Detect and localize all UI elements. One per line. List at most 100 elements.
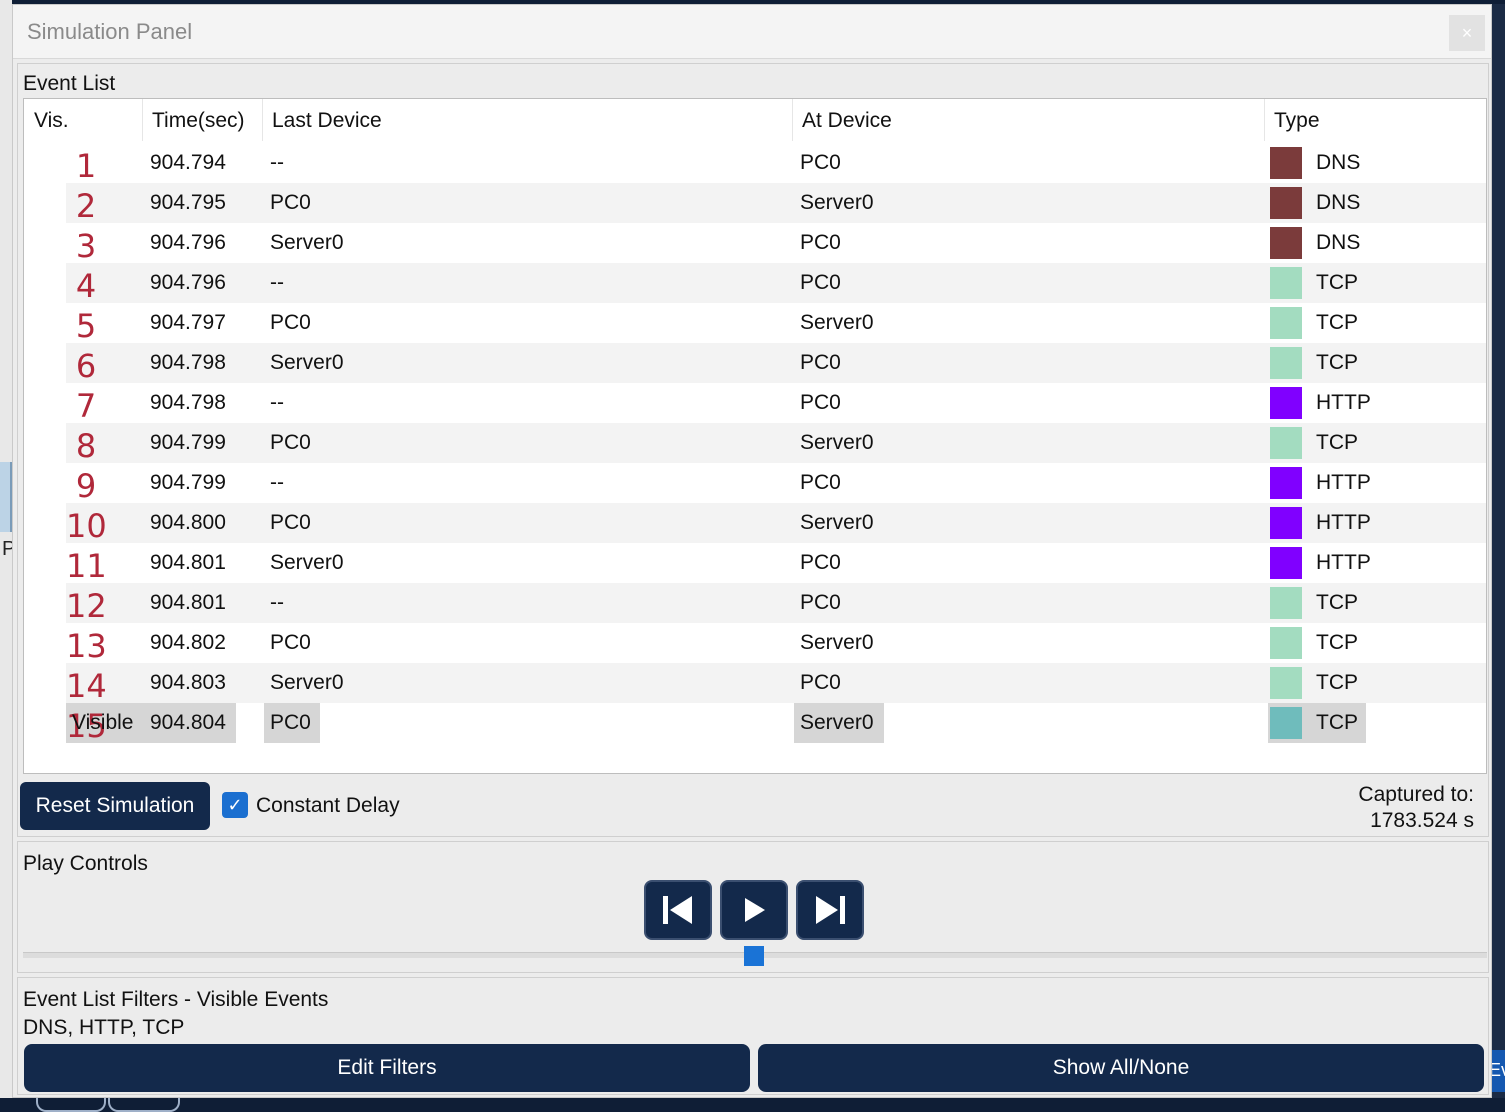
table-row[interactable]: 3 904.796 Server0 PC0 DNS bbox=[66, 223, 1486, 265]
column-header-type[interactable]: Type bbox=[1274, 109, 1320, 132]
table-row[interactable]: 9 904.799 -- PC0 HTTP bbox=[66, 463, 1486, 505]
table-row[interactable]: 2 904.795 PC0 Server0 DNS bbox=[66, 183, 1486, 225]
background-app-left bbox=[0, 0, 12, 1112]
type-cell: TCP bbox=[1316, 271, 1358, 294]
event-list-section: Event List Vis. Time(sec) Last Device At… bbox=[17, 63, 1489, 837]
event-number: 1 bbox=[75, 147, 97, 185]
title-bar[interactable]: Simulation Panel × bbox=[13, 5, 1491, 59]
last-device-cell: -- bbox=[270, 471, 284, 494]
last-device-cell: PC0 bbox=[270, 711, 311, 734]
table-row[interactable]: 4 904.796 -- PC0 TCP bbox=[66, 263, 1486, 305]
event-table[interactable]: Vis. Time(sec) Last Device At Device Typ… bbox=[23, 98, 1487, 774]
time-cell: 904.798 bbox=[150, 391, 226, 414]
table-row[interactable]: 6 904.798 Server0 PC0 TCP bbox=[66, 343, 1486, 385]
event-number: 5 bbox=[75, 307, 97, 345]
at-device-cell: Server0 bbox=[800, 431, 874, 454]
type-cell: HTTP bbox=[1316, 471, 1371, 494]
event-number: 14 bbox=[66, 667, 107, 705]
table-row[interactable]: 14 904.803 Server0 PC0 TCP bbox=[66, 663, 1486, 705]
type-color-swatch bbox=[1270, 707, 1302, 739]
type-color-swatch bbox=[1270, 347, 1302, 379]
event-number: 10 bbox=[66, 507, 107, 545]
simulation-panel: Simulation Panel × Event List Vis. Time(… bbox=[12, 4, 1492, 1098]
row-highlight bbox=[264, 703, 320, 743]
play-icon bbox=[745, 898, 765, 922]
column-header-vis[interactable]: Vis. bbox=[34, 109, 69, 132]
forward-button[interactable] bbox=[796, 880, 864, 940]
at-device-cell: PC0 bbox=[800, 471, 841, 494]
time-cell: 904.799 bbox=[150, 471, 226, 494]
type-cell: DNS bbox=[1316, 151, 1361, 174]
event-number: 15 bbox=[66, 707, 107, 745]
type-cell: HTTP bbox=[1316, 511, 1371, 534]
at-device-cell: PC0 bbox=[800, 391, 841, 414]
type-color-swatch bbox=[1270, 427, 1302, 459]
at-device-cell: Server0 bbox=[800, 631, 874, 654]
at-device-cell: PC0 bbox=[800, 351, 841, 374]
at-device-cell: PC0 bbox=[800, 551, 841, 574]
constant-delay-checkbox[interactable]: ✓ bbox=[222, 792, 248, 818]
table-row-current[interactable]: 15 Visible 904.804 PC0 Server0 TCP bbox=[66, 703, 1486, 745]
edit-filters-button[interactable]: Edit Filters bbox=[24, 1044, 750, 1092]
play-controls-title: Play Controls bbox=[23, 852, 148, 875]
playback-slider-thumb[interactable] bbox=[744, 946, 764, 966]
type-cell: TCP bbox=[1316, 671, 1358, 694]
captured-value: 1783.524 s bbox=[1370, 809, 1474, 832]
column-header-last-device[interactable]: Last Device bbox=[272, 109, 382, 132]
column-header-time[interactable]: Time(sec) bbox=[152, 109, 245, 132]
background-tab bbox=[36, 1098, 106, 1112]
forward-icon bbox=[816, 896, 845, 924]
play-button[interactable] bbox=[720, 880, 788, 940]
time-cell: 904.803 bbox=[150, 671, 226, 694]
column-separator bbox=[262, 99, 263, 141]
type-cell: DNS bbox=[1316, 231, 1361, 254]
time-cell: 904.800 bbox=[150, 511, 226, 534]
at-device-cell: PC0 bbox=[800, 151, 841, 174]
type-color-swatch bbox=[1270, 667, 1302, 699]
event-list-title: Event List bbox=[23, 72, 116, 95]
play-controls-section: Play Controls bbox=[17, 841, 1489, 973]
table-row[interactable]: 8 904.799 PC0 Server0 TCP bbox=[66, 423, 1486, 465]
type-cell: DNS bbox=[1316, 191, 1361, 214]
panel-title: Simulation Panel bbox=[27, 19, 193, 44]
type-color-swatch bbox=[1270, 307, 1302, 339]
time-cell: 904.804 bbox=[150, 711, 226, 734]
back-button[interactable] bbox=[644, 880, 712, 940]
last-device-cell: Server0 bbox=[270, 351, 344, 374]
time-cell: 904.796 bbox=[150, 271, 226, 294]
table-row[interactable]: 7 904.798 -- PC0 HTTP bbox=[66, 383, 1486, 425]
column-header-at-device[interactable]: At Device bbox=[802, 109, 892, 132]
captured-to: Captured to: 1783.524 s bbox=[1358, 782, 1474, 834]
at-device-cell: Server0 bbox=[800, 311, 874, 334]
last-device-cell: Server0 bbox=[270, 551, 344, 574]
table-row[interactable]: 13 904.802 PC0 Server0 TCP bbox=[66, 623, 1486, 665]
background-tab bbox=[108, 1098, 180, 1112]
column-separator bbox=[142, 99, 143, 141]
type-color-swatch bbox=[1270, 547, 1302, 579]
show-all-none-button[interactable]: Show All/None bbox=[758, 1044, 1484, 1092]
at-device-cell: PC0 bbox=[800, 671, 841, 694]
table-row[interactable]: 5 904.797 PC0 Server0 TCP bbox=[66, 303, 1486, 345]
close-button[interactable]: × bbox=[1449, 15, 1485, 51]
event-number: 2 bbox=[75, 187, 97, 225]
last-device-cell: Server0 bbox=[270, 231, 344, 254]
table-row[interactable]: 12 904.801 -- PC0 TCP bbox=[66, 583, 1486, 625]
time-cell: 904.798 bbox=[150, 351, 226, 374]
last-device-cell: -- bbox=[270, 271, 284, 294]
type-color-swatch bbox=[1270, 587, 1302, 619]
table-row[interactable]: 1 904.794 -- PC0 DNS bbox=[66, 143, 1486, 185]
table-row[interactable]: 11 904.801 Server0 PC0 HTTP bbox=[66, 543, 1486, 585]
last-device-cell: PC0 bbox=[270, 631, 311, 654]
last-device-cell: -- bbox=[270, 151, 284, 174]
type-cell: TCP bbox=[1316, 591, 1358, 614]
reset-simulation-button[interactable]: Reset Simulation bbox=[20, 782, 210, 830]
row-highlight bbox=[794, 703, 884, 743]
table-row[interactable]: 10 904.800 PC0 Server0 HTTP bbox=[66, 503, 1486, 545]
background-app-bottom bbox=[0, 1098, 1505, 1112]
event-number: 11 bbox=[66, 547, 107, 585]
at-device-cell: PC0 bbox=[800, 591, 841, 614]
at-device-cell: Server0 bbox=[800, 711, 874, 734]
constant-delay-label[interactable]: Constant Delay bbox=[256, 794, 400, 817]
type-cell: HTTP bbox=[1316, 391, 1371, 414]
last-device-cell: PC0 bbox=[270, 191, 311, 214]
